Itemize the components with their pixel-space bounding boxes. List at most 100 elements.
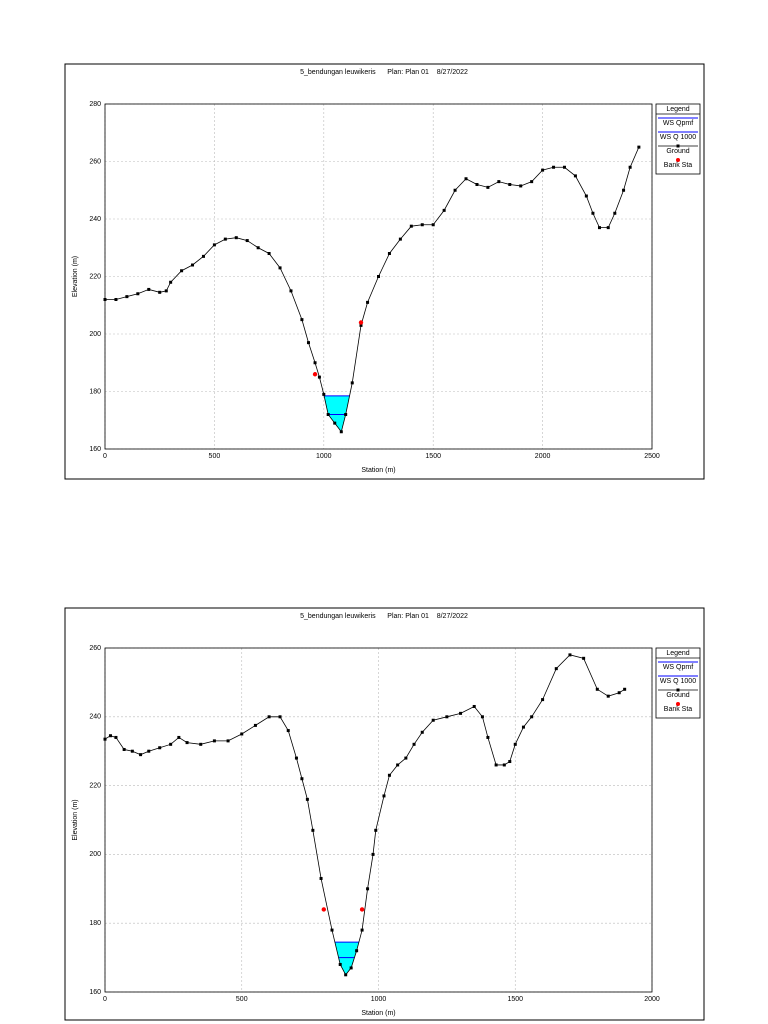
ground-point (267, 252, 271, 255)
y-tick-label: 160 (89, 989, 101, 996)
ground-point (445, 715, 449, 719)
ground-point (158, 290, 162, 294)
ground-point (459, 711, 463, 715)
legend-label: WS Q 1000 (660, 134, 696, 141)
ground-point (595, 687, 599, 691)
ground-point (442, 208, 446, 212)
x-tick-label: 0 (103, 996, 107, 1003)
chart-title: 5_bendungan leuwikeris Plan: Plan 01 8/2… (300, 69, 468, 76)
ground-point (464, 177, 468, 181)
x-tick-label: 1000 (316, 453, 332, 460)
ground-point (554, 667, 558, 671)
bank-station (359, 907, 365, 912)
bank-station (358, 320, 364, 325)
y-tick-label: 240 (89, 216, 101, 223)
ground-point (387, 773, 391, 777)
ground-point (637, 145, 641, 149)
ground-point (502, 763, 506, 767)
y-tick-label: 220 (89, 782, 101, 789)
legend-title: Legend (666, 106, 689, 113)
ground-point (212, 739, 216, 743)
ground-line (105, 146, 640, 433)
legend-swatch (676, 688, 680, 692)
ground-point (164, 289, 168, 293)
ground-point (300, 777, 304, 781)
chart-frame (64, 607, 705, 1021)
legend-swatch (676, 158, 680, 162)
ground-point (313, 361, 317, 365)
ground-point (453, 188, 457, 192)
y-axis-label: Elevation (m) (72, 256, 79, 297)
ground-point (122, 747, 126, 751)
legend-label: Ground (666, 148, 689, 155)
legend-label: Bank Sta (664, 706, 693, 713)
x-tick-label: 500 (236, 996, 248, 1003)
ground-point (508, 760, 512, 764)
ground-point (201, 254, 205, 258)
ground-point (475, 183, 479, 186)
x-tick-label: 500 (209, 453, 221, 460)
y-tick-label: 260 (89, 158, 101, 165)
x-axis-label: Station (m) (361, 467, 395, 474)
ground-point (226, 739, 230, 743)
ground-point (339, 430, 343, 434)
ground-point (472, 704, 476, 708)
ground-point (374, 828, 378, 832)
x-tick-label: 1000 (371, 996, 387, 1003)
ground-point (377, 275, 380, 278)
x-tick-label: 1500 (425, 453, 441, 460)
water-fill (334, 942, 359, 975)
ground-point (606, 694, 610, 698)
ground-point (311, 828, 315, 832)
ground-point (541, 698, 545, 702)
ground-point (114, 298, 118, 301)
y-tick-label: 200 (89, 851, 101, 858)
y-tick-label: 280 (89, 101, 101, 108)
ground-point (628, 165, 632, 169)
ground-point (267, 715, 271, 719)
ground-point (591, 211, 595, 215)
ground-point (409, 224, 413, 228)
ground-point (562, 165, 566, 169)
chart-title: 5_bendungan leuwikeris Plan: Plan 01 8/2… (300, 613, 468, 620)
ground-point (350, 381, 354, 385)
y-tick-label: 180 (89, 920, 101, 927)
plot-area (104, 647, 653, 993)
ground-point (420, 223, 424, 227)
ground-point (568, 653, 572, 657)
ground-point (305, 797, 309, 801)
ground-point (360, 928, 364, 932)
ground-point (530, 180, 534, 184)
ground-point (404, 756, 408, 760)
x-axis-label: Station (m) (361, 1010, 395, 1017)
ground-point (125, 295, 129, 299)
legend-swatch (676, 702, 680, 706)
y-tick-label: 160 (89, 446, 101, 453)
ground-point (431, 223, 435, 227)
ground-point (582, 656, 586, 660)
bank-station (312, 372, 318, 377)
ground-point (344, 973, 348, 977)
y-tick-label: 220 (89, 273, 101, 280)
y-tick-label: 180 (89, 388, 101, 395)
ground-point (338, 962, 342, 966)
ground-point (387, 252, 391, 255)
ground-point (253, 723, 257, 727)
ground-point (573, 174, 577, 178)
ground-point (552, 165, 556, 169)
x-tick-label: 1500 (507, 996, 523, 1003)
ground-point (382, 794, 386, 798)
x-tick-label: 2500 (644, 453, 660, 460)
ground-point (412, 742, 416, 746)
ground-point (177, 735, 181, 739)
ground-point (359, 323, 363, 327)
legend-label: WS Qpmf (663, 664, 693, 671)
ground-point (130, 749, 134, 753)
ground-point (497, 180, 501, 184)
ground-point (486, 735, 490, 739)
legend-label: WS Q 1000 (660, 678, 696, 685)
ground-point (103, 298, 107, 301)
ground-point (294, 756, 298, 760)
ground-point (366, 300, 370, 304)
plot-area (104, 103, 653, 450)
